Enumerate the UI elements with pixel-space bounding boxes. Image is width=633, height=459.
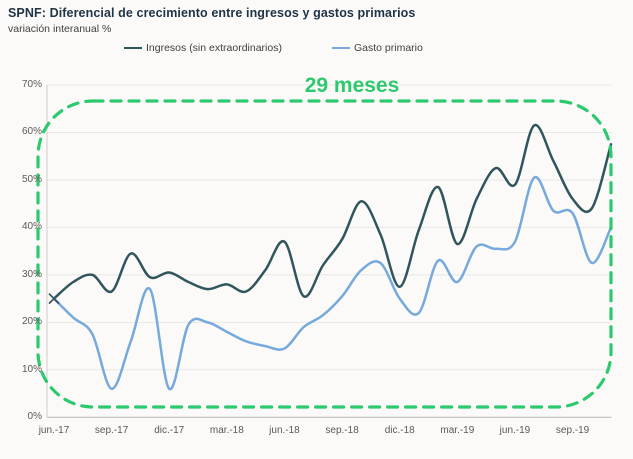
y-tick-label: 20% [21, 316, 42, 328]
annotation-box [36, 99, 613, 409]
legend-label-gasto: Gasto primario [354, 42, 423, 54]
ingresos-line-swatch-icon [124, 47, 142, 49]
page-title: SPNF: Diferencial de crecimiento entre i… [8, 6, 416, 20]
axes [46, 85, 612, 418]
y-tick-label: 50% [21, 173, 42, 185]
x-tick-label: sep.-18 [325, 425, 359, 436]
x-tick-label: jun.-18 [269, 425, 300, 436]
x-tick-label: dic.-17 [154, 425, 185, 436]
y-tick-label: 30% [21, 268, 42, 280]
legend-label-ingresos: Ingresos (sin extraordinarios) [146, 42, 282, 54]
start-cross-marker-icon [48, 293, 60, 305]
x-tick-label: jun.-19 [499, 425, 531, 436]
x-tick-label: mar.-18 [209, 425, 244, 436]
gridlines [47, 84, 612, 418]
series-gasto-line [52, 176, 613, 391]
y-tick-label: 60% [21, 126, 42, 138]
legend: Ingresos (sin extraordinarios) Gasto pri… [0, 40, 633, 56]
series-ingresos-line [52, 124, 613, 300]
x-tick-label: jun.-17 [38, 425, 70, 436]
y-tick-label: 40% [21, 221, 42, 233]
series-lines [52, 124, 613, 391]
legend-item-gasto: Gasto primario [332, 40, 423, 56]
y-tick-label: 0% [27, 411, 42, 423]
page-subtitle: variación interanual % [8, 23, 112, 35]
x-tick-label: dic.-18 [384, 425, 415, 436]
annotation-label: 29 meses [304, 74, 400, 97]
x-tick-label: sep.-17 [94, 425, 129, 436]
y-tick-label: 10% [21, 363, 42, 375]
legend-item-ingresos: Ingresos (sin extraordinarios) [124, 40, 282, 56]
y-tick-label: 70% [21, 79, 42, 90]
x-tick-label: sep.-19 [555, 425, 590, 436]
gasto-line-swatch-icon [332, 47, 350, 49]
x-tick-label: mar.-19 [440, 425, 475, 436]
